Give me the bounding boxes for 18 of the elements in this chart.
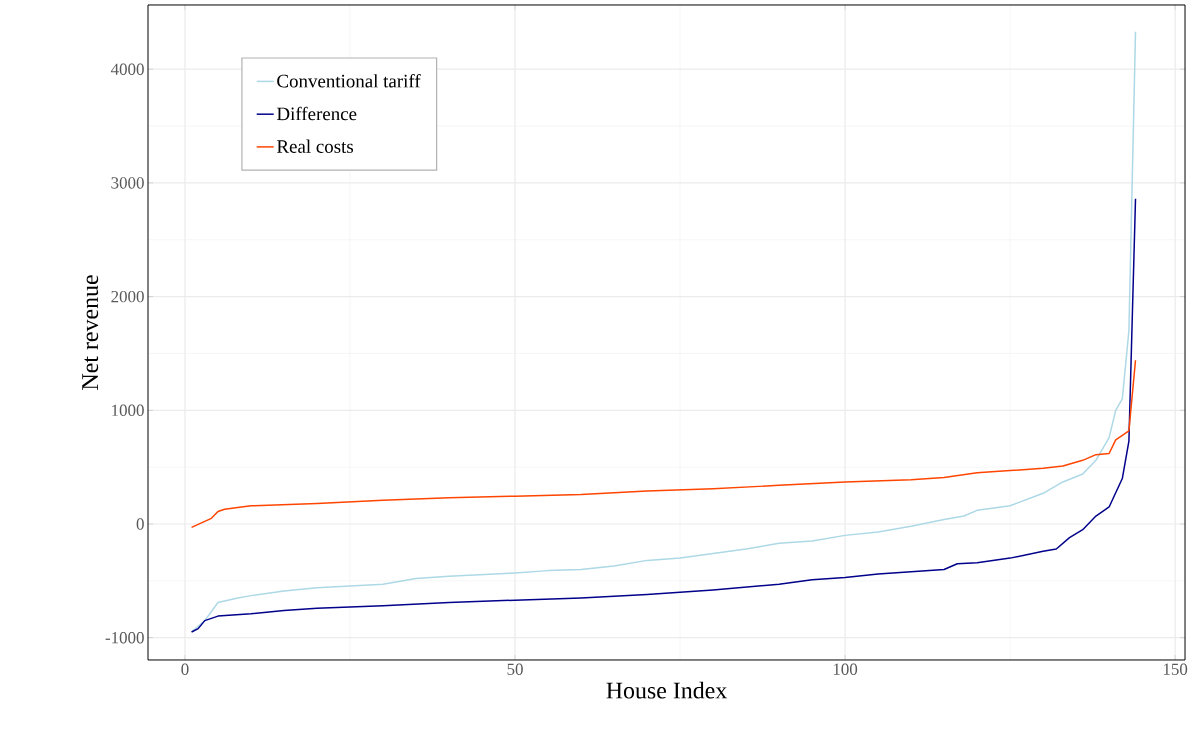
y-tick-label: 3000 bbox=[111, 177, 144, 189]
x-tick-label: 100 bbox=[833, 663, 858, 675]
y-axis-title: Net revenue bbox=[82, 275, 99, 390]
x-axis-title: House Index bbox=[606, 681, 727, 699]
y-tick-label: -1000 bbox=[105, 631, 144, 644]
x-tick-label: 0 bbox=[181, 663, 189, 675]
y-tick-label: 1000 bbox=[112, 404, 144, 417]
y-tick-label: 4000 bbox=[110, 63, 144, 75]
y-tick-label: 2000 bbox=[111, 290, 144, 303]
line-series bbox=[190, 359, 1137, 529]
x-tick-label: 50 bbox=[507, 663, 523, 675]
legend-label: Conventional tariff bbox=[277, 73, 421, 88]
line-series bbox=[190, 198, 1137, 633]
legend-label: Real costs bbox=[276, 139, 354, 153]
line-series bbox=[190, 30, 1137, 633]
y-tick-label: 0 bbox=[136, 518, 144, 530]
legend-label: Difference bbox=[276, 106, 357, 121]
x-tick-label: 150 bbox=[1163, 663, 1188, 675]
